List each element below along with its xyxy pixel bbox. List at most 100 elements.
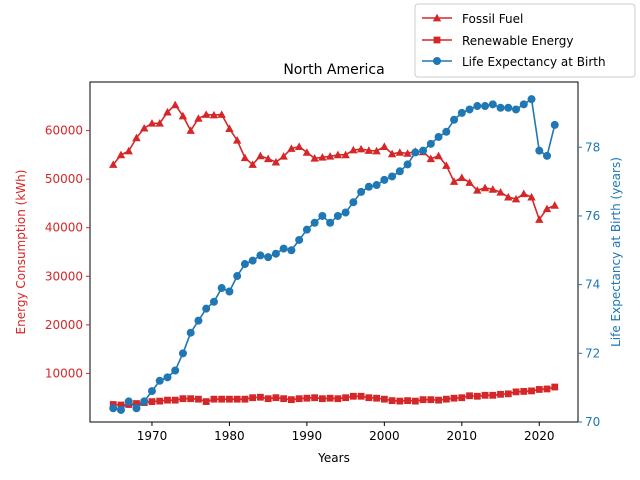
data-point	[488, 185, 497, 193]
data-point	[163, 373, 172, 382]
data-point	[357, 392, 365, 400]
data-point	[403, 160, 412, 169]
data-point	[226, 395, 233, 403]
legend-label-fossil: Fossil Fuel	[462, 12, 523, 26]
data-point	[496, 188, 505, 196]
chart-title: North America	[283, 62, 384, 78]
data-point	[349, 145, 358, 154]
data-point	[520, 388, 528, 395]
data-point	[325, 152, 335, 160]
y-left-tick-label: 50000	[45, 172, 83, 186]
data-point	[287, 144, 296, 152]
y-right-tick-label: 76	[585, 209, 600, 223]
data-point	[434, 151, 443, 160]
data-point	[481, 102, 490, 111]
data-point	[124, 146, 133, 155]
data-point	[519, 100, 528, 109]
data-point	[116, 405, 125, 414]
data-point	[396, 397, 404, 405]
y-left-tick-label: 60000	[45, 124, 83, 138]
data-point	[326, 218, 335, 227]
data-point	[287, 246, 296, 255]
series-2	[109, 95, 559, 414]
data-point	[442, 395, 450, 403]
data-point	[147, 119, 157, 127]
data-point	[148, 398, 156, 405]
data-point	[535, 215, 544, 223]
data-point	[480, 183, 490, 192]
data-point	[465, 105, 474, 114]
data-point	[457, 108, 466, 117]
data-point	[318, 395, 326, 403]
data-point	[512, 388, 520, 396]
data-point	[442, 127, 451, 136]
data-point	[504, 103, 513, 112]
data-point	[550, 201, 559, 209]
data-point	[318, 211, 327, 220]
data-point	[109, 404, 118, 413]
data-point	[156, 397, 164, 405]
data-point	[543, 385, 551, 393]
x-tick-label: 1990	[292, 429, 323, 443]
data-point	[527, 192, 536, 201]
data-point	[163, 107, 172, 116]
data-point	[372, 181, 381, 190]
data-point	[333, 211, 342, 220]
data-point	[357, 187, 366, 196]
series-line	[112, 104, 556, 221]
data-point	[365, 394, 373, 402]
data-point	[512, 105, 521, 114]
data-point	[302, 225, 311, 234]
data-point	[342, 394, 350, 402]
data-point	[466, 392, 473, 400]
data-point	[449, 177, 459, 185]
data-point	[380, 175, 389, 184]
y-left-tick-label: 40000	[45, 221, 83, 235]
data-point	[497, 390, 504, 398]
data-point	[434, 132, 443, 141]
data-point	[179, 395, 187, 403]
data-point	[519, 189, 528, 198]
data-point	[303, 394, 311, 402]
data-point	[426, 154, 436, 163]
data-point	[140, 397, 149, 406]
data-point	[117, 401, 125, 409]
x-tick-label: 1980	[214, 429, 245, 443]
legend-swatch-marker	[432, 13, 442, 22]
data-point	[465, 178, 474, 186]
data-point	[403, 149, 412, 157]
x-tick-label: 2020	[524, 429, 555, 443]
data-point	[481, 391, 489, 399]
data-point	[279, 152, 288, 160]
data-point	[395, 148, 405, 156]
x-axis-label: Years	[317, 451, 350, 465]
data-point	[333, 150, 343, 159]
data-point	[427, 396, 435, 404]
data-point	[209, 110, 219, 119]
data-point	[155, 119, 164, 127]
data-point	[194, 114, 203, 122]
data-point	[334, 395, 342, 403]
data-point	[326, 394, 334, 402]
axis-layer: 1970 1980 1990 2000 2010 2020 10000 20000 30000 4…	[45, 124, 600, 443]
data-point	[264, 395, 272, 403]
data-point	[225, 124, 234, 132]
data-point	[295, 235, 304, 244]
data-point	[356, 144, 366, 153]
data-point	[124, 397, 133, 406]
y-right-tick-label: 70	[585, 415, 600, 429]
data-point	[147, 387, 156, 396]
data-point	[419, 146, 428, 155]
data-point	[186, 126, 195, 134]
data-point	[294, 142, 304, 150]
data-point	[171, 100, 180, 109]
data-point	[528, 387, 535, 395]
data-point	[263, 154, 273, 163]
data-point	[256, 251, 265, 260]
data-point	[233, 272, 242, 281]
data-point	[318, 153, 327, 161]
legend-swatch-marker	[433, 57, 441, 65]
data-point	[373, 394, 381, 402]
plot-frame	[89, 81, 579, 423]
